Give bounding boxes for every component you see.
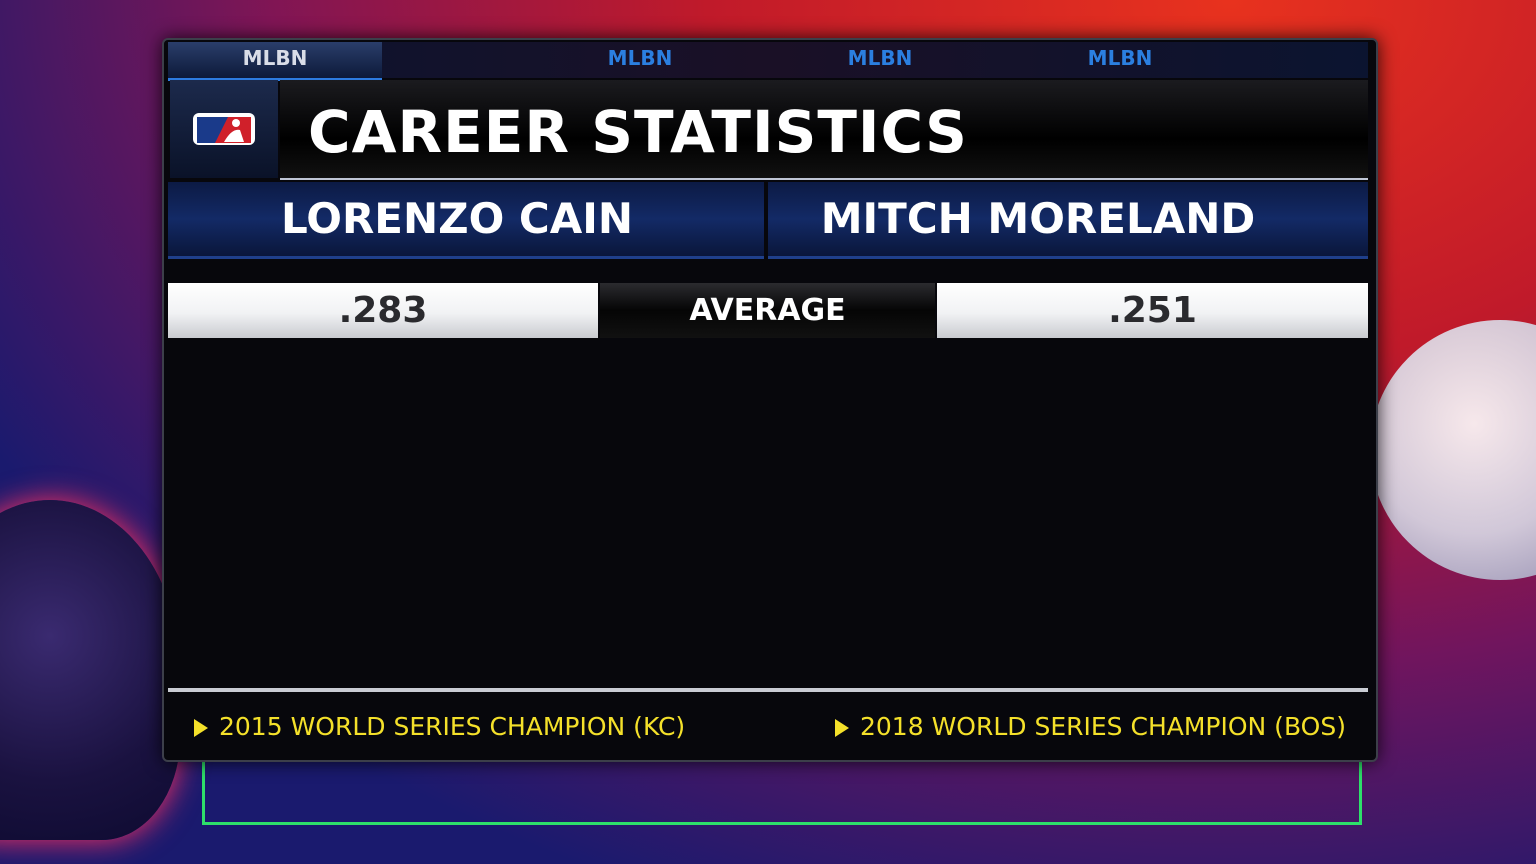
note: 2015 WORLD SERIES CHAMPION (KC) (219, 712, 686, 741)
player-header (768, 182, 1368, 259)
stat-label: AVERAGE (600, 283, 935, 338)
title-bar (280, 80, 1368, 180)
tab-label: MLBN (1087, 46, 1153, 70)
tab-label: MLBN (847, 46, 913, 70)
active-tab (168, 42, 382, 81)
title: CAREER STATISTICS (308, 98, 968, 166)
bullet (835, 719, 849, 737)
note: 2018 WORLD SERIES CHAMPION (BOS) (860, 712, 1346, 741)
tab-label: MLBN (607, 46, 673, 70)
player-name: MITCH MORELAND (820, 194, 1256, 243)
baseball-art (1370, 320, 1536, 580)
lower-frame (202, 760, 1362, 825)
player-name: LORENZO CAIN (280, 194, 634, 243)
helmet-art (0, 500, 180, 840)
tab-label: MLBN (242, 46, 308, 70)
logo-box (170, 80, 278, 178)
player-header (168, 182, 764, 259)
mlb-logo (193, 113, 255, 145)
divider (168, 688, 1368, 692)
stat-value: .251 (937, 283, 1368, 338)
stat-value: .283 (168, 283, 598, 338)
bullet (194, 719, 208, 737)
